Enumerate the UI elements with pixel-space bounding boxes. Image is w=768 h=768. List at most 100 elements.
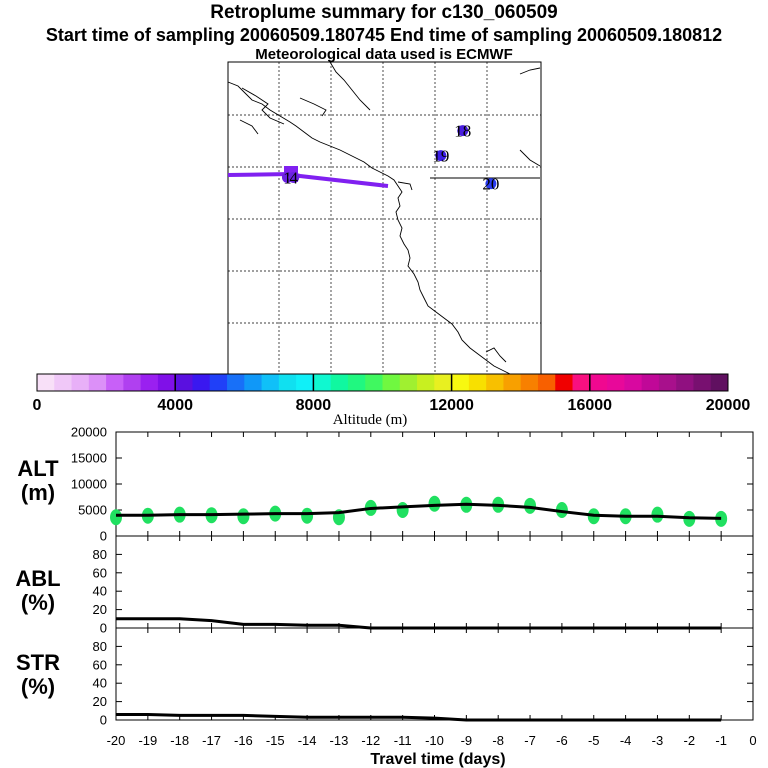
colorbar-swatch — [676, 374, 694, 391]
colorbar-swatch — [589, 374, 608, 391]
alt-y-tick-label: 20000 — [71, 425, 107, 440]
colorbar-swatch — [347, 374, 366, 391]
alt-panel-label: ALT — [17, 456, 59, 481]
colorbar-swatch — [399, 374, 418, 391]
x-tick-label: -19 — [138, 733, 157, 748]
alt-y-tick-label: 15000 — [71, 451, 107, 466]
colorbar-tick-label: 16000 — [568, 397, 613, 414]
sampling-times: Start time of sampling 20060509.180745 E… — [45, 25, 723, 45]
colorbar-swatch — [503, 374, 522, 391]
x-tick-label: -10 — [425, 733, 444, 748]
map-marker — [457, 125, 469, 137]
altitude-colorbar: 0 4000 8000 12000 16000 20000 — [33, 373, 751, 414]
x-tick-label: -3 — [652, 733, 664, 748]
str-y-tick-label: 20 — [93, 694, 107, 709]
abl-y-tick-label: 0 — [100, 621, 107, 636]
abl-y-tick-label: 60 — [93, 565, 107, 580]
x-axis-title: Travel time (days) — [370, 751, 505, 768]
colorbar-label: Altitude (m) — [333, 412, 408, 428]
str-y-tick-label: 0 — [100, 713, 107, 728]
colorbar-swatch — [451, 374, 470, 391]
x-tick-label: -18 — [170, 733, 189, 748]
map-marker-label: 20 — [482, 175, 499, 194]
x-tick-label: -17 — [202, 733, 221, 748]
x-tick-label: 0 — [749, 733, 756, 748]
colorbar-frame — [36, 373, 729, 392]
x-tick-label: -9 — [461, 733, 473, 748]
alt-cluster-point — [301, 507, 314, 524]
abl-y-tick-label: 40 — [93, 584, 107, 599]
str-panel: 0 20 40 60 80 — [93, 627, 754, 728]
alt-cluster-point — [651, 506, 664, 523]
chart-title: Retroplume summary for c130_060509 — [210, 2, 558, 23]
x-tick-label: -12 — [361, 733, 380, 748]
colorbar-swatch — [227, 374, 245, 391]
colorbar-swatch — [434, 374, 453, 391]
abl-y-tick-label: 80 — [93, 547, 107, 562]
map-coastline — [227, 61, 541, 375]
colorbar-tick-label: 0 — [33, 397, 42, 414]
alt-panel: 0 5000 10000 15000 20000 — [71, 425, 754, 544]
alt-cluster-point — [715, 510, 728, 527]
abl-panel-unit: (%) — [21, 590, 55, 615]
colorbar-swatch — [537, 374, 556, 391]
x-tick-label: -15 — [266, 733, 285, 748]
colorbar-tick-label: 20000 — [706, 397, 751, 414]
str-axes-frame — [115, 627, 754, 721]
alt-cluster-point — [237, 508, 250, 525]
colorbar-swatch — [209, 374, 228, 391]
map-frame — [227, 61, 542, 375]
alt-cluster-point — [428, 495, 441, 512]
x-tick-label: -1 — [715, 733, 727, 748]
x-axis-tick-labels: -20 -19 -18 -17 -16 -15 -14 -13 -12 -11 -10 -9 -8 -7-… — [107, 733, 757, 748]
map-marker — [485, 178, 497, 190]
colorbar-swatch — [244, 374, 263, 391]
x-tick-label: -16 — [234, 733, 253, 748]
colorbar-swatch — [71, 374, 90, 391]
colorbar-swatch — [261, 374, 280, 391]
colorbar-swatch — [520, 374, 539, 391]
x-tick-label: -20 — [107, 733, 126, 748]
str-panel-label: STR — [16, 650, 60, 675]
colorbar-swatch — [486, 374, 504, 391]
str-y-tick-label: 60 — [93, 657, 107, 672]
colorbar-swatch — [417, 374, 435, 391]
abl-panel: 0 20 40 60 80 — [93, 535, 754, 636]
colorbar-swatch — [382, 374, 401, 391]
colorbar-swatch — [693, 374, 712, 391]
alt-cluster-point — [524, 497, 537, 514]
colorbar-swatch — [54, 374, 73, 391]
x-tick-label: -6 — [556, 733, 568, 748]
abl-y-tick-label: 20 — [93, 602, 107, 617]
colorbar-swatch — [88, 374, 107, 391]
meteorology-source: Meteorological data used is ECMWF — [255, 46, 513, 63]
colorbar-swatch — [278, 374, 297, 391]
colorbar-swatch — [157, 374, 176, 391]
map-graticule — [228, 62, 541, 374]
colorbar-swatch — [140, 374, 159, 391]
colorbar-swatch — [330, 374, 349, 391]
map-marker-label: 18 — [454, 122, 471, 141]
colorbar-swatch — [296, 374, 314, 391]
x-tick-label: -14 — [298, 733, 317, 748]
str-panel-unit: (%) — [21, 674, 55, 699]
colorbar-tick-label: 4000 — [157, 397, 193, 414]
colorbar-swatch — [175, 374, 193, 391]
map-marker — [288, 171, 300, 183]
abl-panel-label: ABL — [15, 566, 60, 591]
colorbar-swatch — [607, 374, 625, 391]
map-marker-label: 19 — [432, 147, 449, 166]
time-series-panels: 0 5000 10000 15000 20000 0 20 40 60 80 0 20 40 60 80 -2… — [71, 425, 757, 749]
x-tick-label: -5 — [588, 733, 600, 748]
alt-y-tick-label: 10000 — [71, 477, 107, 492]
colorbar-swatch — [572, 374, 591, 391]
colorbar-swatch — [710, 374, 729, 391]
colorbar-swatch — [641, 374, 660, 391]
colorbar-swatch — [123, 374, 142, 391]
x-tick-label: -13 — [330, 733, 349, 748]
x-tick-label: -2 — [684, 733, 696, 748]
colorbar-swatch — [624, 374, 643, 391]
alt-cluster-point — [110, 509, 122, 526]
abl-fraction-line — [116, 617, 722, 630]
